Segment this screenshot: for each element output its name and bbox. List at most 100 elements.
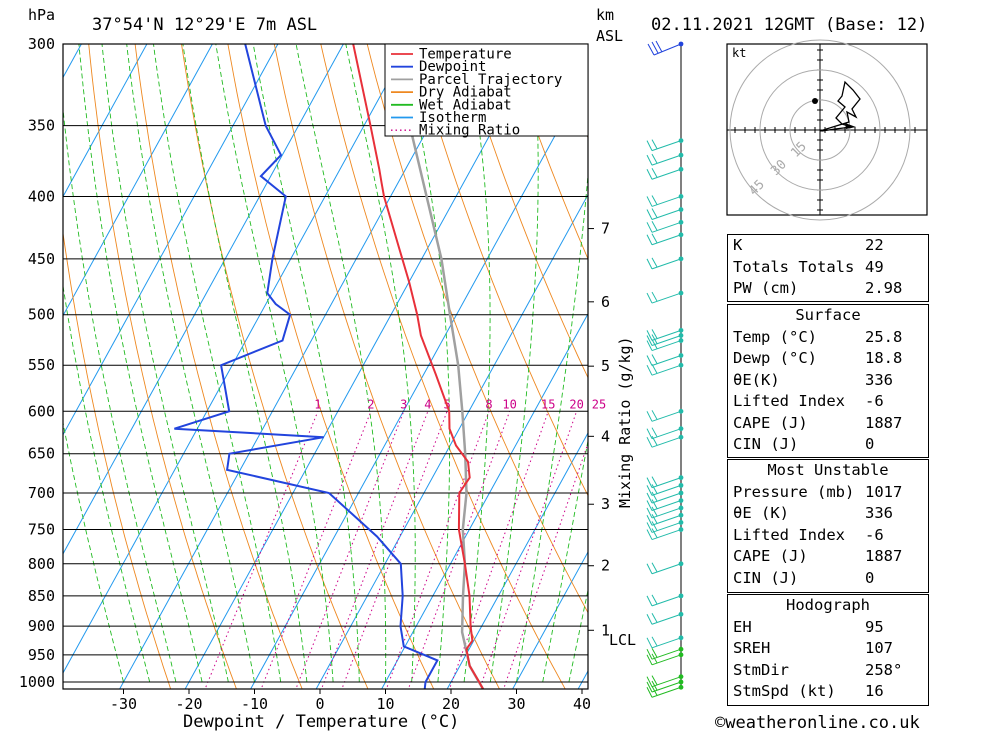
- surface-row: CIN (J) 0: [728, 434, 928, 456]
- wind-barb: [646, 476, 682, 489]
- wet-adiabat-line: [63, 282, 151, 683]
- wind-level-dot: [678, 520, 684, 525]
- x-tick-label: -20: [175, 695, 202, 713]
- mixing-ratio-line: [385, 411, 490, 689]
- most-unstable-label: CIN (J): [733, 568, 799, 587]
- mixing-ratio-value: 2: [367, 397, 374, 411]
- surface-label: Dewp (°C): [733, 349, 817, 367]
- most-unstable-row: CIN (J) 0: [728, 568, 928, 590]
- pressure-lines: 300 350 400 450 500 550 600 650 700 750 800 850 900 9…: [19, 35, 588, 691]
- wet-adiabat-line: [516, 169, 588, 683]
- pressure-tick-label: 1000: [19, 673, 55, 691]
- isotherm-line: [63, 44, 410, 674]
- index-label: K: [733, 236, 743, 254]
- wind-barb: [647, 40, 682, 56]
- surface-row: CAPE (J) 1887: [728, 413, 928, 435]
- isotherm-line: [63, 44, 213, 317]
- wind-barb-shape: [646, 233, 682, 246]
- mixing-ratio-line: [407, 411, 511, 689]
- profiles: [174, 44, 485, 689]
- legend-label: Isotherm: [419, 110, 486, 126]
- index-label: Totals Totals: [733, 257, 855, 276]
- most-unstable-title: Most Unstable: [767, 461, 889, 479]
- index-row: K 22: [728, 235, 928, 257]
- hodograph-stat-label: StmDir: [733, 660, 789, 679]
- mixing-ratio-axis-title: Mixing Ratio (g/kg): [616, 336, 634, 508]
- most-unstable-label: Pressure (mb): [733, 482, 855, 501]
- hodograph-stat-value: 107: [865, 639, 893, 657]
- wind-barb-shape: [647, 40, 682, 56]
- wind-barb-shape: [646, 513, 682, 526]
- mixing-ratio-value: 10: [502, 397, 516, 411]
- mixing-ratio-line: [503, 441, 588, 689]
- lcl-label: LCL: [609, 631, 636, 649]
- wind-barb: [646, 233, 682, 246]
- most-unstable-label: θE (K): [733, 504, 789, 522]
- wind-barb-shape: [646, 427, 682, 440]
- x-tick-label: -10: [241, 695, 268, 713]
- wind-barb: [646, 513, 682, 526]
- dry-adiabat-line: [273, 44, 500, 689]
- wind-barb: [646, 594, 682, 607]
- legend-label: Mixing Ratio: [419, 123, 520, 139]
- most-unstable-label: CAPE (J): [733, 547, 808, 565]
- index-row: Totals Totals 49: [728, 257, 928, 279]
- pressure-tick-label: 300: [28, 35, 55, 53]
- hodograph-ring: [789, 99, 851, 161]
- wind-barb-shape: [646, 168, 682, 180]
- wet-adiabat-line: [153, 44, 282, 683]
- wind-barb: [646, 339, 682, 352]
- wind-barb-shape: [646, 647, 682, 660]
- dry-adiabat-line: [320, 44, 566, 689]
- isotherm-line: [63, 44, 279, 436]
- hodograph-stat-value: 95: [865, 617, 884, 636]
- hodograph-stat-label: EH: [733, 617, 752, 636]
- wind-barb: [646, 363, 682, 376]
- surface-label: CAPE (J): [733, 413, 808, 432]
- pressure-tick-label: 800: [28, 555, 55, 573]
- wet-adiabat-line: [63, 420, 124, 683]
- hodograph-stats-title: Hodograph: [786, 596, 870, 614]
- hodograph-stat-label: StmSpd (kt): [733, 682, 836, 700]
- dry-adiabat-line: [134, 44, 303, 689]
- wind-barb: [646, 675, 682, 688]
- surface-label: θE(K): [733, 370, 780, 389]
- wind-barb-shape: [646, 506, 682, 519]
- wind-barb-shape: [646, 435, 682, 448]
- wind-barb: [646, 499, 682, 511]
- dry-adiabat-line: [413, 44, 588, 497]
- dewpoint-line: [174, 44, 439, 689]
- most-unstable-row: Pressure (mb) 1017: [728, 482, 928, 504]
- pressure-tick-label: 900: [28, 617, 55, 635]
- wind-barb-shape: [646, 675, 682, 688]
- mixing-ratio-line: [341, 411, 448, 689]
- hodograph-stat-row: SREH 107: [728, 638, 928, 660]
- surface-row: θE(K) 336: [728, 370, 928, 392]
- wet-adiabat-line: [182, 44, 308, 683]
- plot-frame: [62, 43, 589, 690]
- datetime-title: 02.11.2021 12GMT (Base: 12): [651, 15, 927, 35]
- dry-adiabat-line: [366, 44, 588, 614]
- wet-adiabat-line: [78, 44, 203, 683]
- wind-barb-shape: [646, 491, 682, 504]
- wind-barb: [646, 528, 682, 541]
- most-unstable-table: Most Unstable Pressure (mb) 1017 θE (K) 336…: [727, 459, 929, 593]
- isotherm-line: [63, 44, 148, 198]
- wind-barb: [646, 291, 682, 304]
- hodograph-trace: [819, 80, 861, 132]
- wet-adiabat-line: [252, 44, 360, 683]
- pressure-tick-label: 500: [28, 306, 55, 324]
- pressure-tick-label: 600: [28, 402, 55, 420]
- x-tick-label: 20: [442, 695, 460, 713]
- wind-barb-shape: [646, 484, 682, 496]
- surface-label: Lifted Index: [733, 392, 845, 410]
- most-unstable-row: CAPE (J) 1887: [728, 546, 928, 568]
- wind-barb: [646, 521, 682, 533]
- mixing-ratio-line: [295, 411, 405, 689]
- mixing-ratio-line: [260, 411, 372, 689]
- wind-barb: [646, 410, 682, 422]
- mixing-ratio-line: [204, 411, 319, 689]
